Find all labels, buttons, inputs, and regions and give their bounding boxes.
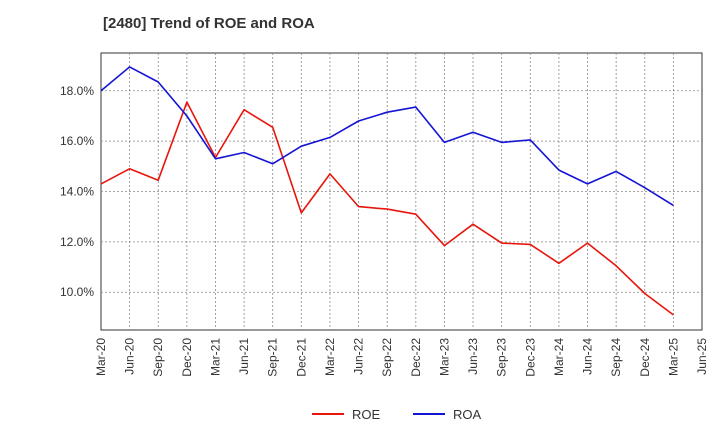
x-tick-label: Dec-23: [523, 338, 537, 377]
y-tick-label: 14.0%: [60, 185, 94, 199]
x-tick-label: Dec-24: [638, 338, 652, 377]
y-tick-label: 12.0%: [60, 235, 94, 249]
x-tick-label: Jun-24: [581, 338, 595, 375]
x-tick-label: Sep-23: [495, 338, 509, 377]
x-tick-label: Mar-23: [437, 338, 451, 376]
x-tick-label: Sep-24: [609, 338, 623, 377]
series-line-roe: [100, 101, 674, 316]
legend-label-roa: ROA: [453, 407, 482, 422]
chart-title: [2480] Trend of ROE and ROA: [103, 15, 315, 32]
x-tick-label: Mar-21: [208, 338, 222, 376]
x-tick-label: Jun-21: [237, 338, 251, 375]
x-tick-label: Dec-21: [294, 338, 308, 377]
x-tick-label: Sep-21: [266, 338, 280, 377]
x-tick-label: Mar-20: [94, 338, 108, 376]
x-tick-label: Jun-22: [352, 338, 366, 375]
x-tick-label: Jun-20: [123, 338, 137, 375]
y-tick-label: 10.0%: [60, 285, 94, 299]
x-tick-label: Dec-20: [180, 338, 194, 377]
x-tick-label: Mar-22: [323, 338, 337, 376]
x-tick-label: Mar-25: [666, 338, 680, 376]
x-tick-label: Mar-24: [552, 338, 566, 376]
y-tick-label: 16.0%: [60, 134, 94, 148]
x-tick-label: Sep-22: [380, 338, 394, 377]
x-tick-label: Sep-20: [151, 338, 165, 377]
y-tick-label: 18.0%: [60, 84, 94, 98]
x-tick-label: Jun-23: [466, 338, 480, 375]
x-tick-label: Jun-25: [695, 338, 709, 375]
legend-label-roe: ROE: [352, 407, 381, 422]
series-line-roa: [100, 66, 674, 207]
x-tick-label: Dec-22: [409, 338, 423, 377]
